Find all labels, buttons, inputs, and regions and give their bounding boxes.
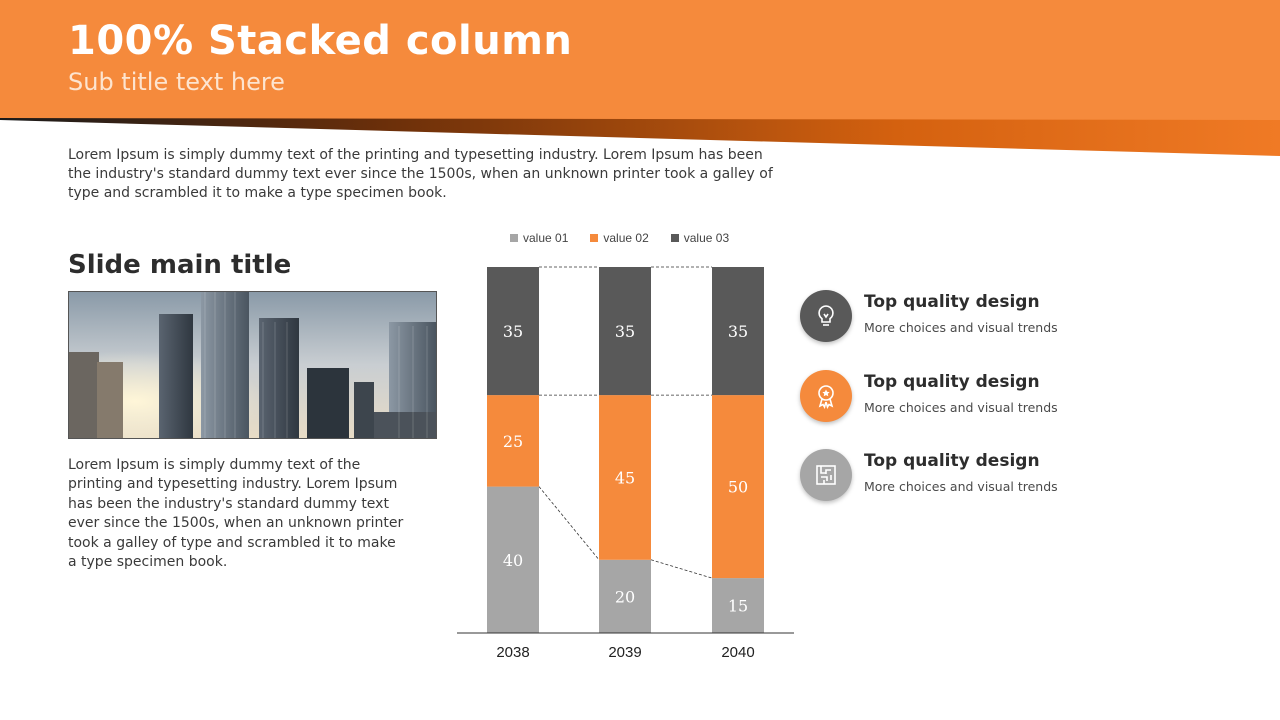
- feature-item-3: Top quality design More choices and visu…: [800, 449, 1120, 503]
- chart-legend: value 01 value 02 value 03: [510, 230, 729, 246]
- bar-segment: [712, 578, 764, 633]
- legend-swatch: [510, 234, 518, 242]
- feature-title: Top quality design: [864, 372, 1040, 392]
- intro-paragraph: Lorem Ipsum is simply dummy text of the …: [68, 147, 773, 201]
- data-label: 35: [615, 322, 635, 341]
- feature-title: Top quality design: [864, 451, 1040, 471]
- data-label: 15: [728, 597, 748, 616]
- slide-main-title: Slide main title: [68, 250, 292, 280]
- bar-segment: [599, 267, 651, 396]
- data-label: 25: [503, 432, 523, 451]
- feature-description: More choices and visual trends: [864, 479, 1058, 494]
- legend-label: value 01: [523, 231, 569, 245]
- bar-segment: [712, 395, 764, 579]
- city-skyline-image: [68, 291, 437, 439]
- legend-item: value 03: [670, 230, 730, 246]
- bar-segment: [599, 395, 651, 560]
- award-medal-icon: [800, 370, 852, 422]
- data-label: 50: [728, 478, 748, 497]
- x-tick-label: 2038: [496, 644, 529, 661]
- bar-segment: [487, 486, 539, 633]
- x-tick-label: 2039: [608, 644, 641, 661]
- header-background: [0, 0, 1280, 116]
- legend-label: value 02: [603, 231, 649, 245]
- feature-description: More choices and visual trends: [864, 400, 1058, 415]
- body-paragraph: Lorem Ipsum is simply dummy text of the …: [68, 457, 404, 571]
- maze-icon: [800, 449, 852, 501]
- legend-label: value 03: [683, 231, 730, 245]
- data-label: 20: [615, 587, 635, 606]
- legend-swatch: [670, 234, 679, 242]
- data-label: 35: [503, 322, 523, 341]
- legend-item: value 01: [510, 230, 568, 246]
- series-line: [650, 559, 713, 579]
- page-subtitle: Sub title text here: [68, 68, 285, 96]
- data-label: 45: [615, 468, 635, 487]
- feature-item-1: Top quality design More choices and visu…: [800, 290, 1120, 344]
- header-banner: [0, 0, 1280, 156]
- feature-title: Top quality design: [864, 292, 1040, 312]
- feature-description: More choices and visual trends: [864, 320, 1058, 335]
- data-label: 40: [503, 551, 523, 570]
- header-accent-stripe: [0, 114, 1280, 156]
- bar-segment: [487, 267, 539, 396]
- series-line: [538, 486, 600, 561]
- stacked-column-chart: 40 25 35 2038 20 45 35 2039 15 50 35 2040: [457, 266, 794, 661]
- lightbulb-icon: [800, 290, 852, 342]
- legend-swatch: [590, 234, 599, 242]
- bar-segment: [712, 267, 764, 396]
- bar-segment: [487, 395, 539, 487]
- x-tick-label: 2040: [721, 644, 754, 661]
- page-title: 100% Stacked column: [68, 18, 573, 64]
- legend-item: value 02: [590, 230, 649, 246]
- feature-item-2: Top quality design More choices and visu…: [800, 370, 1120, 424]
- data-label: 35: [728, 322, 748, 341]
- bar-segment: [599, 559, 651, 633]
